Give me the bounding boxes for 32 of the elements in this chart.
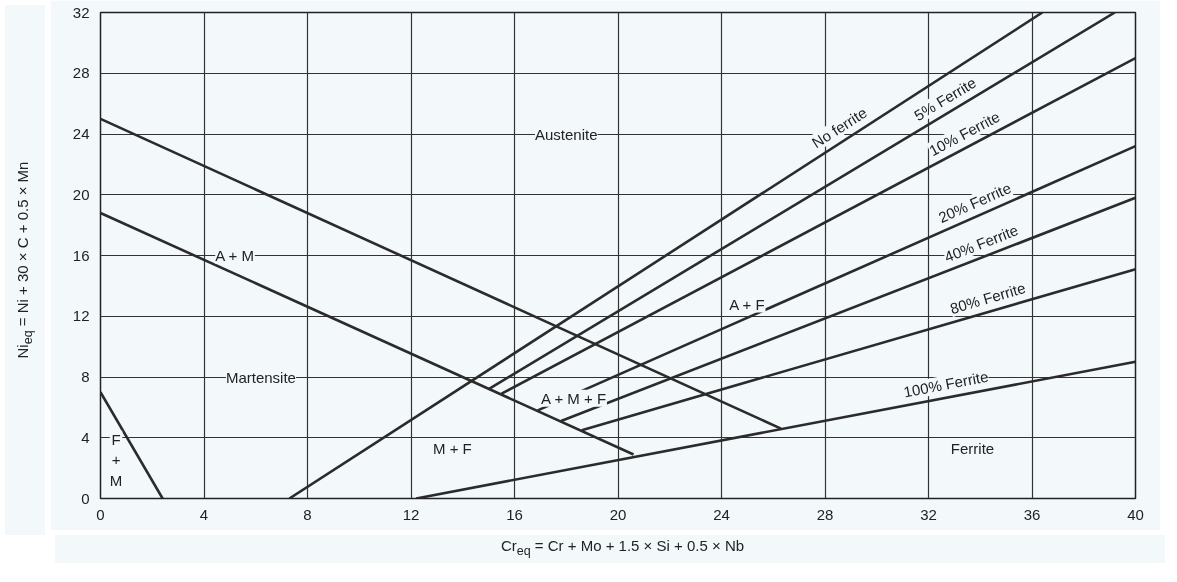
annotation: A + M + F	[541, 389, 607, 407]
text: 100% Ferrite	[902, 367, 990, 401]
y-tick-label: 28	[72, 64, 90, 82]
annotation: A + M	[215, 247, 255, 264]
x-tick-label: 36	[1023, 505, 1041, 523]
annotation: F + M	[109, 430, 123, 489]
y-tick-label: 24	[72, 125, 90, 142]
y-tick-label: 8	[81, 368, 90, 385]
x-tick-label: 16	[506, 505, 523, 523]
annotation: A + F	[729, 295, 765, 313]
y-tick-label: 12	[72, 307, 90, 325]
x-tick-label: 8	[303, 505, 312, 523]
x-tick-label: 4	[199, 505, 209, 523]
y-tick-label: 32	[72, 3, 90, 21]
x-tick-label: 32	[920, 505, 937, 523]
y-tick-label: 20	[72, 185, 90, 203]
x-tick-label: 20	[609, 505, 627, 523]
x-tick-label: 40	[1127, 505, 1144, 523]
y-tick-label: 16	[72, 246, 90, 264]
x-tick-label: 12	[402, 505, 420, 523]
y-tick-label: 0	[81, 489, 90, 507]
x-tick-label: 0	[96, 505, 105, 523]
annotation: Austenite	[534, 125, 598, 143]
y-tick-label: 4	[81, 428, 90, 446]
annotation: M + F	[433, 439, 472, 457]
x-tick-label: 28	[816, 505, 834, 523]
text: 80% Ferrite	[948, 279, 1028, 318]
annotation: Ferrite	[950, 439, 995, 457]
x-axis-title: Cr$_{eq}$ = Cr + Mo + 1.5 × Si + 0.5 × Nb	[499, 536, 746, 560]
text: 20% Ferrite	[935, 179, 1014, 226]
annotation: Martensite	[225, 368, 296, 386]
x-tick-label: 24	[713, 505, 730, 523]
